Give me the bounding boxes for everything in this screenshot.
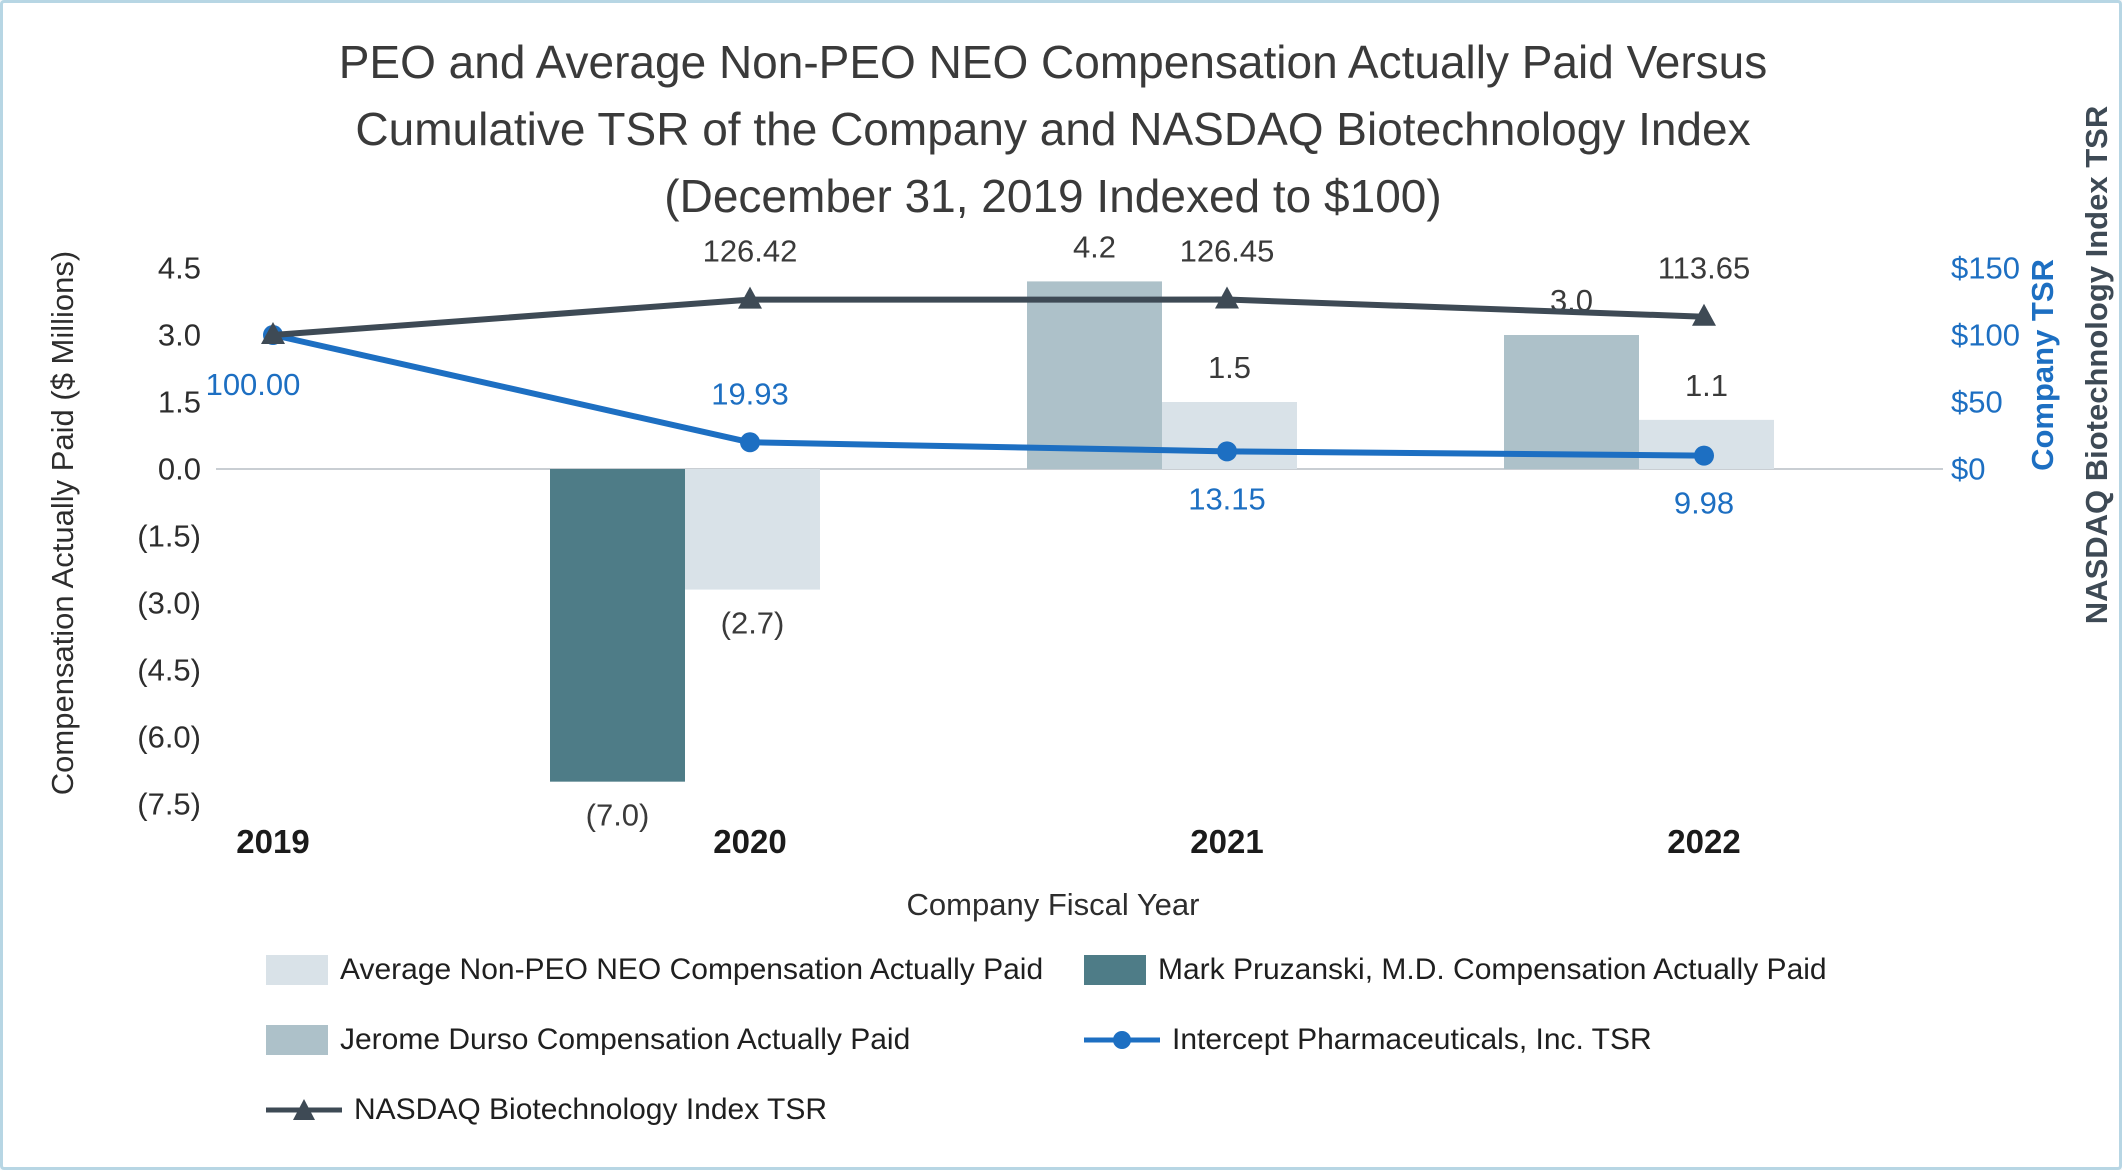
left-axis-tick-4: (1.5)	[137, 519, 201, 554]
bar-series1-2022	[1504, 334, 1639, 469]
right-axis-tick-3: $0	[1951, 452, 1985, 487]
line-series-1	[272, 296, 1705, 338]
legend-label: Average Non-PEO NEO Compensation Actuall…	[340, 952, 1044, 986]
triangle-marker-2022	[1692, 303, 1716, 326]
circle-marker-2022	[1694, 445, 1714, 466]
legend-label: Jerome Durso Compensation Actually Paid	[340, 1022, 911, 1056]
x-axis-tick-2022: 2022	[1667, 823, 1740, 860]
chart-title-line-1: PEO and Average Non-PEO NEO Compensation…	[338, 36, 1768, 88]
point-label-series1-2022: 113.65	[1658, 251, 1751, 286]
legend-line-circle-icon	[1084, 1030, 1160, 1049]
circle-marker-2021	[1217, 441, 1237, 462]
chart-title: PEO and Average Non-PEO NEO Compensation…	[23, 29, 2083, 230]
legend-label: Intercept Pharmaceuticals, Inc. TSR	[1172, 1022, 1652, 1056]
bar-series1-2021	[1027, 281, 1162, 469]
legend-swatch-rect-icon	[1084, 954, 1146, 985]
bar-label-series2-2020: (2.7)	[721, 606, 785, 641]
right-axis-tick-0: $150	[1951, 250, 2020, 285]
bar-series2-2020	[685, 469, 820, 590]
point-label-series0-2020: 19.93	[711, 376, 789, 411]
x-axis-title: Company Fiscal Year	[906, 887, 1200, 922]
point-label-series0-2019: 100.00	[206, 367, 301, 402]
point-label-series1-2020: 126.42	[703, 234, 798, 269]
bar-label-series0-2020: (7.0)	[586, 798, 650, 833]
legend-item-0: Average Non-PEO NEO Compensation Actuall…	[266, 951, 1084, 988]
legend-line-triangle-icon	[266, 1098, 342, 1120]
legend-swatch-rect-icon	[266, 954, 328, 985]
right-axis-tick-1: $100	[1951, 317, 2020, 352]
left-axis-tick-5: (3.0)	[137, 586, 201, 621]
left-axis-tick-6: (4.5)	[137, 653, 201, 688]
triangle-marker-2021	[1215, 286, 1239, 309]
left-axis-tick-2: 1.5	[158, 384, 201, 419]
left-axis-tick-1: 3.0	[158, 317, 201, 352]
chart-plot-area: 4.5 3.0 1.5 0.0 (1.5) (3.0) (4.5) (6.0) (7.5) $15…	[137, 229, 2020, 860]
legend-item-1: Mark Pruzanski, M.D. Compensation Actual…	[1084, 951, 1827, 988]
chart-legend: Average Non-PEO NEO Compensation Actuall…	[266, 951, 1827, 1128]
triangle-marker-2020	[738, 286, 762, 309]
point-label-series1-2021: 126.45	[1180, 234, 1275, 269]
bar-series0-2020	[550, 469, 685, 782]
legend-item-3: Intercept Pharmaceuticals, Inc. TSR	[1084, 1021, 1827, 1058]
left-axis-tick-8: (7.5)	[137, 787, 201, 822]
legend-label: Mark Pruzanski, M.D. Compensation Actual…	[1158, 952, 1827, 986]
legend-item-4: NASDAQ Biotechnology Index TSR	[266, 1091, 1084, 1128]
point-label-series0-2021: 13.15	[1188, 481, 1266, 516]
triangle-marker-2019	[261, 321, 285, 344]
left-axis-tick-3: 0.0	[158, 452, 201, 487]
right-axis-tick-2: $50	[1951, 384, 2003, 419]
x-axis-tick-2019: 2019	[236, 823, 309, 860]
x-axis-tick-2020: 2020	[713, 823, 786, 860]
legend-item-2: Jerome Durso Compensation Actually Paid	[266, 1021, 1084, 1058]
circle-marker-2020	[740, 432, 760, 453]
left-axis-tick-0: 4.5	[158, 250, 201, 285]
bar-label-series1-2021: 4.2	[1073, 229, 1116, 264]
chart-title-line-2: Cumulative TSR of the Company and NASDAQ…	[355, 103, 1751, 155]
point-label-series0-2022: 9.98	[1674, 486, 1734, 521]
left-axis-tick-7: (6.0)	[137, 720, 201, 755]
bar-label-series2-2021: 1.5	[1208, 350, 1251, 385]
line-series-0	[272, 332, 1705, 459]
legend-swatch-rect-icon	[266, 1024, 328, 1055]
chart-title-line-3: (December 31, 2019 Indexed to $100)	[664, 170, 1442, 222]
legend-label: NASDAQ Biotechnology Index TSR	[354, 1092, 828, 1126]
x-axis-tick-2021: 2021	[1190, 823, 1263, 860]
bar-label-series2-2022: 1.1	[1685, 368, 1728, 403]
